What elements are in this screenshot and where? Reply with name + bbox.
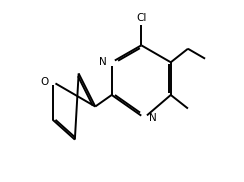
Text: N: N xyxy=(100,57,107,67)
Text: N: N xyxy=(149,113,156,123)
Text: O: O xyxy=(40,77,48,87)
Text: Cl: Cl xyxy=(136,13,146,23)
